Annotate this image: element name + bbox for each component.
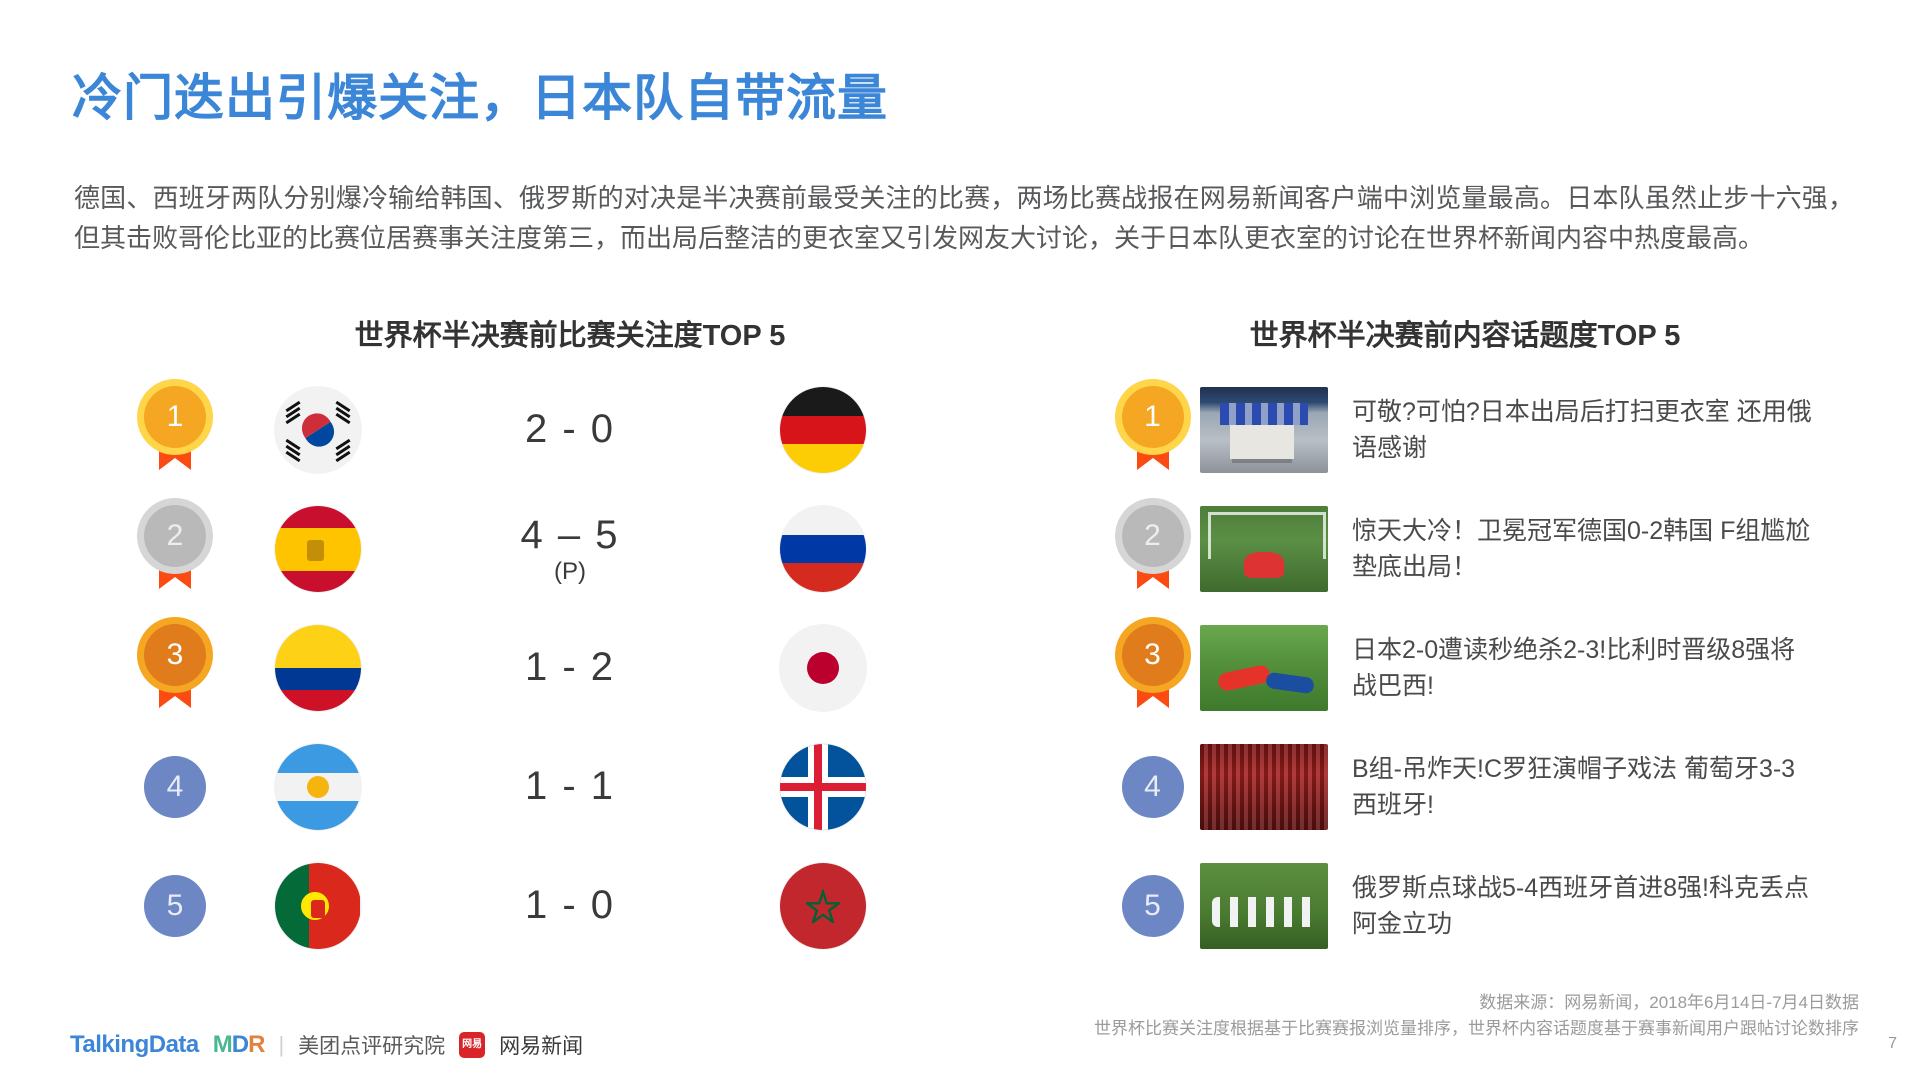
- footer-logo-bar: TalkingData MDR | 美团点评研究院 网易 网易新闻: [70, 1030, 583, 1060]
- table-row: 3 1 - 2: [120, 618, 910, 718]
- rank-number: 3: [1121, 624, 1184, 686]
- table-row: 5 1 - 0: [120, 856, 910, 956]
- home-flag-cell: [230, 625, 405, 711]
- japan-flag: [779, 625, 866, 711]
- news-headline[interactable]: B组-吊炸天!C罗狂演帽子戏法 葡萄牙3-3西班牙!: [1352, 755, 1796, 819]
- match-attention-list: 1: [120, 380, 910, 975]
- news-topic-list: 1 可敬?可怕?日本出局后打扫更衣室 还用俄语感谢 2 惊天大冷！卫冕冠军德国0…: [1105, 380, 1865, 975]
- rank-cell: 1: [120, 386, 230, 474]
- korea-flag: [274, 387, 361, 473]
- rank-badge: 5: [1121, 875, 1184, 937]
- argentina-flag: [274, 744, 361, 830]
- rank-badge: 4: [144, 756, 206, 818]
- news-headline[interactable]: 可敬?可怕?日本出局后打扫更衣室 还用俄语感谢: [1352, 398, 1812, 462]
- mdr-letter-r: R: [248, 1031, 265, 1058]
- rank-cell: 3: [1105, 624, 1200, 712]
- meituan-research-logo: 美团点评研究院: [298, 1035, 446, 1058]
- list-item[interactable]: 5 俄罗斯点球战5-4西班牙首进8强!科克丢点阿金立功: [1105, 856, 1865, 956]
- away-flag-cell: [735, 387, 910, 473]
- score-cell: 2 - 0: [405, 407, 735, 453]
- left-panel-heading: 世界杯半决赛前比赛关注度TOP 5: [354, 320, 786, 352]
- source-line-1: 数据来源：网易新闻，2018年6月14日-7月4日数据: [1479, 993, 1859, 1012]
- home-flag-cell: [230, 506, 405, 592]
- page-number: 7: [1888, 1035, 1897, 1052]
- right-panel-heading: 世界杯半决赛前内容话题度TOP 5: [1249, 320, 1681, 352]
- mdr-letter-d: D: [231, 1031, 249, 1058]
- mdr-logo: MDR: [212, 1031, 266, 1059]
- crowd-fans-photo[interactable]: [1200, 744, 1328, 830]
- source-note: 数据来源：网易新闻，2018年6月14日-7月4日数据 世界杯比赛关注度根据基于…: [1094, 990, 1859, 1042]
- bronze-medal-icon: 3: [144, 624, 206, 712]
- rank-number: 2: [1121, 505, 1184, 567]
- home-flag-cell: [230, 863, 405, 949]
- rank-cell: 1: [1105, 386, 1200, 474]
- home-flag-cell: [230, 744, 405, 830]
- netease-mark-icon: 网易: [459, 1032, 486, 1058]
- score-value: 1 - 1: [524, 764, 616, 808]
- rank-badge: 5: [144, 875, 206, 937]
- goal-save-photo[interactable]: [1200, 506, 1328, 592]
- away-flag-cell: [735, 506, 910, 592]
- mdr-letter-m: M: [212, 1031, 233, 1058]
- list-item[interactable]: 3 日本2-0遭读秒绝杀2-3!比利时晋级8强将战巴西!: [1105, 618, 1865, 718]
- rank-cell: 4: [1105, 756, 1200, 818]
- score-value: 2 - 0: [524, 407, 616, 451]
- team-celebration-photo[interactable]: [1200, 863, 1328, 949]
- table-row: 4 1 - 1: [120, 737, 910, 837]
- list-item[interactable]: 2 惊天大冷！卫冕冠军德国0-2韩国 F组尴尬垫底出局！: [1105, 499, 1865, 599]
- news-headline[interactable]: 惊天大冷！卫冕冠军德国0-2韩国 F组尴尬垫底出局！: [1352, 517, 1811, 581]
- page-title: 冷门迭出引爆关注，日本队自带流量: [72, 70, 888, 126]
- news-headline[interactable]: 日本2-0遭读秒绝杀2-3!比利时晋级8强将战巴西!: [1352, 636, 1796, 700]
- score-note: (P): [554, 557, 586, 585]
- gold-medal-icon: 1: [144, 386, 206, 474]
- gold-medal-icon: 1: [1121, 386, 1184, 474]
- rank-cell: 5: [1105, 875, 1200, 937]
- score-value: 4 – 5: [520, 512, 620, 557]
- rank-badge: 4: [1121, 756, 1184, 818]
- away-flag-cell: [735, 863, 910, 949]
- rank-number: 2: [144, 505, 206, 567]
- rank-cell: 4: [120, 756, 230, 818]
- score-cell: 1 - 0: [405, 883, 735, 929]
- score-cell: 1 - 2: [405, 645, 735, 691]
- iceland-flag: [779, 744, 866, 830]
- talkingdata-logo: TalkingData: [70, 1031, 199, 1058]
- pitch-players-photo[interactable]: [1200, 625, 1328, 711]
- list-item[interactable]: 4 B组-吊炸天!C罗狂演帽子戏法 葡萄牙3-3西班牙!: [1105, 737, 1865, 837]
- away-flag-cell: [735, 625, 910, 711]
- score-cell: 4 – 5 (P): [405, 513, 735, 585]
- germany-flag: [779, 387, 866, 473]
- rank-number: 1: [144, 386, 206, 448]
- logo-divider: |: [278, 1032, 285, 1057]
- source-line-2: 世界杯比赛关注度根据基于比赛赛报浏览量排序，世界杯内容话题度基于赛事新闻用户跟帖…: [1094, 1019, 1859, 1038]
- portugal-flag: [274, 863, 361, 949]
- morocco-flag: [779, 863, 866, 949]
- rank-cell: 3: [120, 624, 230, 712]
- intro-paragraph: 德国、西班牙两队分别爆冷输给韩国、俄罗斯的对决是半决赛前最受关注的比赛，两场比赛…: [74, 183, 1854, 253]
- netease-news-logo: 网易新闻: [499, 1035, 584, 1058]
- russia-flag: [779, 506, 866, 592]
- silver-medal-icon: 2: [144, 505, 206, 593]
- rank-cell: 2: [1105, 505, 1200, 593]
- score-value: 1 - 0: [524, 883, 616, 927]
- score-cell: 1 - 1: [405, 764, 735, 810]
- spain-flag: [274, 506, 361, 592]
- score-value: 1 - 2: [524, 645, 616, 689]
- bronze-medal-icon: 3: [1121, 624, 1184, 712]
- news-headline[interactable]: 俄罗斯点球战5-4西班牙首进8强!科克丢点阿金立功: [1352, 874, 1809, 938]
- silver-medal-icon: 2: [1121, 505, 1184, 593]
- locker-room-photo[interactable]: [1200, 387, 1328, 473]
- rank-cell: 5: [120, 875, 230, 937]
- away-flag-cell: [735, 744, 910, 830]
- table-row: 1: [120, 380, 910, 480]
- rank-cell: 2: [120, 505, 230, 593]
- table-row: 2 4 – 5 (P): [120, 499, 910, 599]
- home-flag-cell: [230, 387, 405, 473]
- rank-number: 1: [1121, 386, 1184, 448]
- colombia-flag: [274, 625, 361, 711]
- list-item[interactable]: 1 可敬?可怕?日本出局后打扫更衣室 还用俄语感谢: [1105, 380, 1865, 480]
- rank-number: 3: [144, 624, 206, 686]
